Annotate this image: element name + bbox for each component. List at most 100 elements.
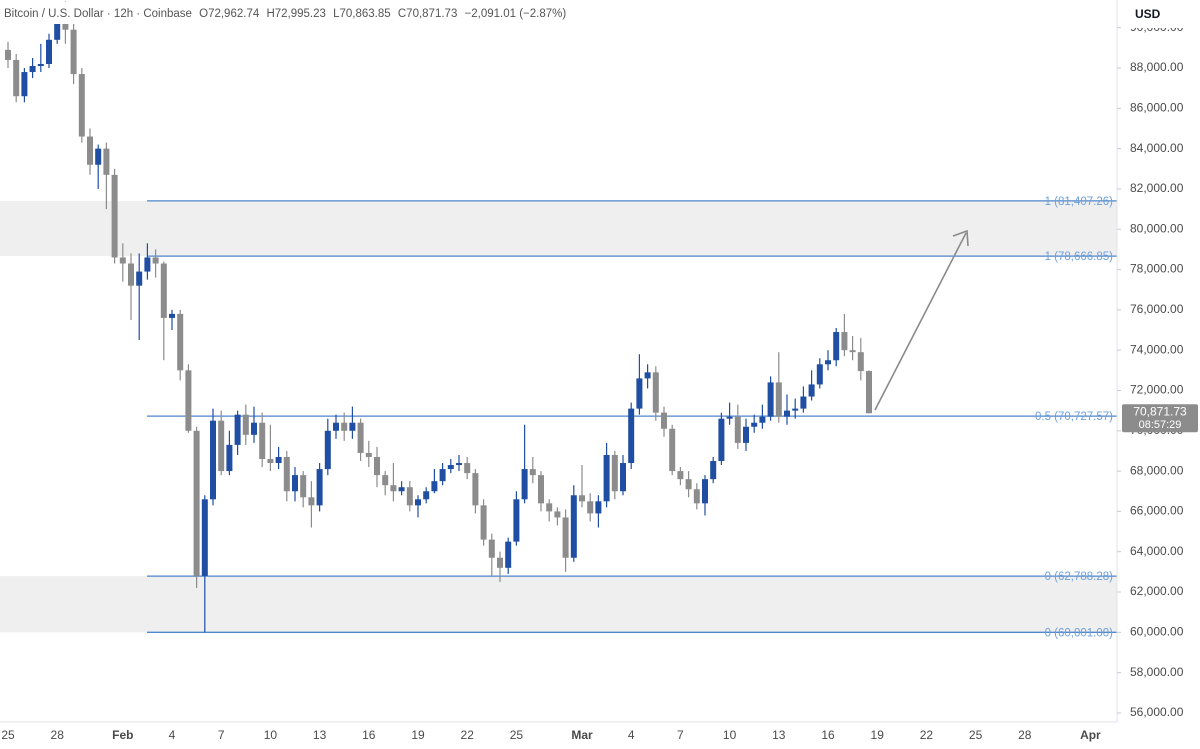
candle-body: [160, 263, 167, 318]
candle-body: [29, 66, 36, 73]
candle-body: [529, 469, 536, 476]
candle-body: [341, 422, 348, 431]
candle-body: [316, 469, 323, 506]
candle-body: [472, 473, 479, 506]
x-tick-label: 10: [723, 728, 737, 742]
candle-body: [702, 479, 708, 504]
candle-body: [488, 539, 495, 558]
candle-body: [177, 313, 184, 371]
candle-body: [398, 487, 405, 492]
candle-body: [636, 378, 643, 409]
symbol-title: Bitcoin / U.S. Dollar · 12h · Coinbase: [4, 8, 192, 20]
x-tick-label: 4: [169, 728, 176, 742]
candle-body: [226, 444, 233, 472]
x-tick-label: Mar: [571, 728, 593, 742]
candle-body: [275, 456, 282, 464]
projection-arrow: [874, 229, 969, 411]
candle-body: [111, 174, 118, 258]
candle-body: [13, 59, 20, 97]
candle-body: [390, 485, 397, 492]
y-tick-label: 76,000.00: [1130, 302, 1184, 316]
countdown: 08:57:29: [1139, 419, 1182, 431]
candle-body: [406, 487, 413, 506]
price-tag-label: 70,871.73: [1133, 404, 1187, 418]
candle-body: [46, 39, 52, 64]
y-tick-label: 56,000.00: [1130, 705, 1184, 719]
price-axis-bg: [1117, 0, 1200, 749]
x-tick-label: 28: [51, 728, 65, 742]
price-axis: 56,000.00 58,000.00 60,000.00 62,000.00 64,0…: [1117, 20, 1184, 719]
candle-body: [103, 148, 110, 175]
candle-body: [242, 414, 249, 435]
header: Bitcoin / U.S. Dollar · 12h · Coinbase O…: [4, 8, 566, 20]
candle-body: [70, 29, 77, 75]
candle-body: [447, 465, 454, 470]
candle-body: [292, 475, 298, 492]
candle-body: [95, 148, 102, 165]
candle-body: [87, 136, 93, 165]
candle-body: [37, 63, 44, 67]
open-label: O72,962.74: [199, 8, 260, 20]
candle-body: [374, 456, 380, 476]
candle-body: [431, 481, 438, 492]
candle-body: [603, 454, 610, 502]
candle-body: [841, 332, 848, 351]
candle-body: [259, 422, 266, 459]
low-label: L70,863.85: [333, 8, 391, 20]
x-tick-label: 19: [411, 728, 425, 742]
candle-body: [669, 428, 676, 472]
y-tick-label: 62,000.00: [1130, 584, 1184, 598]
candle-body: [611, 454, 618, 492]
x-tick-label: 19: [871, 728, 885, 742]
y-tick-label: 74,000.00: [1130, 342, 1184, 356]
candle-body: [693, 489, 700, 504]
candle-body: [480, 505, 487, 540]
candle-body: [169, 313, 175, 318]
candle-body: [833, 332, 840, 361]
x-tick-label: Feb: [112, 728, 133, 742]
y-tick-label: 58,000.00: [1130, 665, 1184, 679]
candle-body: [661, 412, 667, 429]
candle-body: [808, 384, 815, 397]
candle-body: [579, 495, 585, 502]
candle-body: [382, 475, 389, 486]
zones: [0, 200, 1117, 633]
candle-body: [136, 271, 143, 286]
candle-body: [497, 557, 503, 568]
x-tick-label: 7: [218, 728, 225, 742]
candle-body: [546, 503, 553, 512]
candle-body: [767, 382, 774, 417]
candle-body: [628, 408, 635, 464]
candle-body: [210, 420, 216, 500]
candle-body: [685, 479, 692, 490]
zone: [0, 576, 1117, 633]
candle-body: [357, 422, 364, 453]
candle-body: [718, 418, 725, 462]
x-tick-label: 25: [969, 728, 983, 742]
zone: [0, 200, 1117, 257]
arrow-head: [952, 229, 969, 247]
y-tick-label: 82,000.00: [1130, 181, 1184, 195]
change-label: −2,091.01 (−2.87%): [465, 8, 567, 20]
candle-body: [308, 497, 315, 506]
candle-body: [128, 263, 134, 286]
candle-body: [866, 371, 872, 414]
arrow-line: [874, 232, 967, 411]
candle-body: [78, 74, 85, 137]
candle-body: [201, 499, 208, 576]
candle-body: [349, 422, 356, 431]
x-tick-label: 7: [677, 728, 684, 742]
x-tick-label: 25: [510, 728, 524, 742]
candle-body: [185, 370, 192, 431]
price-tag-box: [1122, 404, 1198, 433]
x-tick-label: 13: [772, 728, 786, 742]
candle-body: [415, 499, 421, 506]
x-tick-label: 16: [821, 728, 835, 742]
candle-body: [54, 15, 61, 40]
x-tick-label: 4: [628, 728, 635, 742]
candle-body: [570, 495, 577, 558]
level-label: 0 (60,001.00): [1045, 627, 1114, 639]
